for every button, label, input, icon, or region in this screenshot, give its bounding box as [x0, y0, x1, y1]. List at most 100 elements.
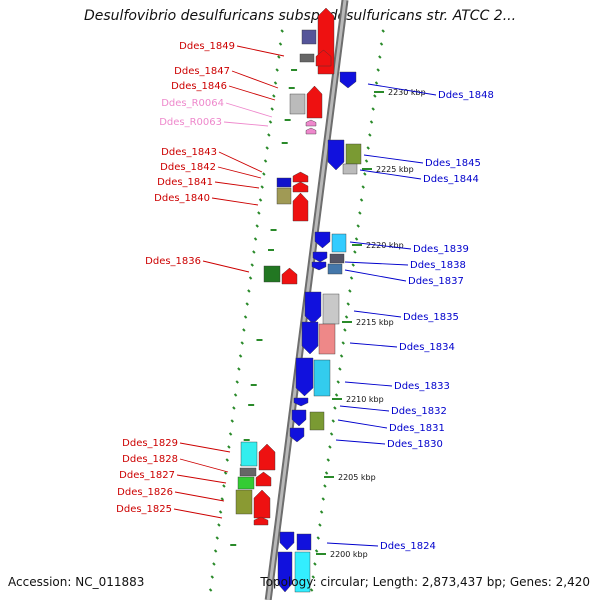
gene-arrow	[293, 397, 309, 407]
scale-label: 2215 kbp	[356, 318, 394, 327]
left-tick-mark	[228, 432, 233, 436]
left-tick-mark	[255, 224, 259, 228]
right-label-leader	[335, 439, 386, 445]
gene-arrow	[277, 551, 293, 593]
right-tick-mark	[353, 250, 357, 254]
left-label-leader	[225, 102, 273, 118]
left-label-leader	[179, 458, 229, 473]
left-label-leader	[174, 491, 225, 502]
right-tick-mark	[324, 471, 329, 475]
left-tick-mark	[250, 263, 254, 267]
gene-box	[235, 489, 253, 515]
left-tick-mark	[230, 419, 234, 423]
right-tick-mark	[311, 575, 315, 579]
right-tick-mark	[338, 367, 342, 371]
left-tick-mark	[263, 159, 268, 163]
left-tick-mark	[248, 276, 253, 280]
left-tick-mark	[258, 198, 263, 202]
scale-label: 2230 kbp	[388, 88, 426, 97]
left-tick-mark	[210, 575, 214, 579]
right-tick-mark	[344, 315, 349, 319]
left-tick-mark	[218, 510, 223, 514]
left-label-leader	[211, 197, 259, 206]
right-tick-mark	[328, 445, 332, 449]
left-label-leader	[228, 85, 276, 101]
gene-arrow	[291, 409, 307, 427]
gene-arrow	[304, 291, 322, 325]
gene-box	[322, 293, 340, 325]
left-gene-label: Ddes_1849	[179, 41, 235, 52]
left-gene-label: Ddes_1847	[174, 66, 230, 77]
left-gene-label: Ddes_1826	[117, 487, 173, 498]
gene-arrow	[312, 251, 328, 263]
right-tick-mark	[379, 42, 384, 46]
gene-box	[313, 359, 331, 397]
gene-arrow	[289, 427, 305, 443]
left-tick-mark	[213, 549, 218, 553]
rna-arrow	[305, 127, 317, 135]
right-label-leader	[326, 542, 379, 547]
right-tick-mark	[349, 276, 354, 280]
right-gene-label: Ddes_1848	[438, 90, 494, 101]
gene-arrow	[301, 321, 319, 355]
left-label-leader	[202, 260, 250, 273]
right-tick-mark	[331, 419, 335, 423]
right-label-leader	[344, 381, 393, 387]
gene-box	[296, 533, 312, 551]
gene-arrow	[339, 71, 357, 89]
gene-box	[331, 233, 347, 253]
right-tick-mark	[333, 406, 337, 410]
right-gene-label: Ddes_1844	[423, 174, 479, 185]
right-tick-mark	[366, 146, 370, 150]
right-gene-label: Ddes_1834	[399, 342, 455, 353]
left-tick-mark	[223, 471, 228, 475]
scale-label: 2225 kbp	[376, 165, 414, 174]
gene-arrow	[295, 357, 314, 397]
left-gene-label: Ddes_R0064	[161, 98, 224, 109]
genome-summary-text: Topology: circular; Length: 2,873,437 bp…	[260, 575, 590, 589]
right-tick-mark	[373, 94, 377, 98]
left-gene-label: Ddes_1836	[145, 256, 201, 267]
left-tick-mark	[245, 302, 249, 306]
left-tick-mark	[233, 393, 238, 397]
scale-label: 2220 kbp	[366, 241, 404, 250]
gene-box	[276, 177, 292, 188]
right-gene-label: Ddes_1833	[394, 381, 450, 392]
rna-arrow	[305, 119, 317, 127]
right-tick-mark	[334, 393, 339, 397]
right-tick-mark	[369, 120, 374, 124]
left-tick-mark	[252, 250, 256, 254]
accession-text: Accession: NC_011883	[8, 575, 145, 589]
left-tick-mark	[222, 484, 226, 488]
right-gene-label: Ddes_1839	[413, 244, 469, 255]
left-tick-mark	[235, 380, 239, 384]
right-tick-mark	[351, 263, 355, 267]
gene-arrow	[292, 181, 309, 193]
left-gene-label: Ddes_R0063	[159, 117, 222, 128]
left-gene-label: Ddes_1841	[157, 177, 213, 188]
left-tick-mark	[253, 237, 258, 241]
left-label-leader	[231, 70, 279, 89]
right-tick-mark	[313, 562, 317, 566]
left-tick-mark	[270, 107, 274, 111]
left-tick-mark	[265, 146, 269, 150]
gene-box	[289, 93, 306, 115]
right-tick-mark	[326, 458, 330, 462]
right-tick-mark	[309, 588, 314, 592]
left-gene-label: Ddes_1843	[161, 147, 217, 158]
gene-arrow	[281, 267, 298, 285]
left-tick-mark	[225, 458, 229, 462]
left-tick-mark	[273, 81, 278, 85]
right-label-leader	[367, 83, 437, 96]
left-tick-mark	[277, 55, 281, 59]
gene-box	[309, 411, 325, 431]
left-gene-label: Ddes_1828	[122, 454, 178, 465]
left-gene-label: Ddes_1840	[154, 193, 210, 204]
left-tick-mark	[240, 341, 244, 345]
right-tick-mark	[343, 328, 347, 332]
right-gene-label: Ddes_1845	[425, 158, 481, 169]
gene-box	[294, 551, 311, 593]
gene-arrow	[314, 231, 331, 249]
gene-arrow	[258, 443, 276, 471]
left-tick-mark	[227, 445, 231, 449]
